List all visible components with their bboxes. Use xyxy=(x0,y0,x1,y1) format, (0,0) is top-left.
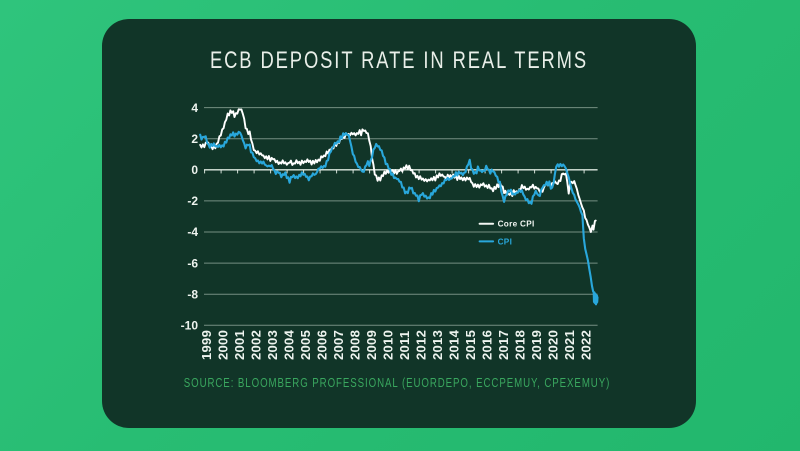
svg-text:2021: 2021 xyxy=(562,330,577,360)
svg-text:2009: 2009 xyxy=(364,330,379,360)
svg-text:Core CPI: Core CPI xyxy=(498,220,535,229)
svg-text:2: 2 xyxy=(191,132,198,146)
svg-text:2016: 2016 xyxy=(480,330,495,360)
svg-text:-2: -2 xyxy=(187,194,198,208)
svg-text:2011: 2011 xyxy=(397,331,412,360)
svg-text:2004: 2004 xyxy=(282,329,297,360)
svg-text:2020: 2020 xyxy=(546,330,561,360)
svg-text:4: 4 xyxy=(191,101,198,115)
svg-text:2022: 2022 xyxy=(579,330,594,360)
svg-text:2013: 2013 xyxy=(430,330,445,360)
svg-text:2012: 2012 xyxy=(414,330,429,360)
svg-text:2005: 2005 xyxy=(298,330,313,360)
svg-text:-10: -10 xyxy=(181,319,199,333)
svg-text:0: 0 xyxy=(191,163,198,177)
svg-text:2019: 2019 xyxy=(529,330,544,360)
svg-text:2002: 2002 xyxy=(249,330,264,360)
svg-text:2001: 2001 xyxy=(232,330,247,360)
svg-text:2007: 2007 xyxy=(331,330,346,360)
svg-text:-4: -4 xyxy=(187,225,198,239)
svg-text:2018: 2018 xyxy=(513,330,528,360)
svg-text:2006: 2006 xyxy=(315,330,330,360)
svg-text:2010: 2010 xyxy=(381,330,396,360)
svg-text:2017: 2017 xyxy=(496,330,511,360)
svg-text:-8: -8 xyxy=(187,287,198,301)
svg-text:2015: 2015 xyxy=(463,330,478,360)
svg-text:1999: 1999 xyxy=(199,330,214,360)
svg-text:2003: 2003 xyxy=(265,330,280,360)
svg-text:2008: 2008 xyxy=(348,330,363,360)
svg-text:CPI: CPI xyxy=(498,237,513,246)
svg-text:2014: 2014 xyxy=(447,329,462,360)
svg-text:2000: 2000 xyxy=(216,330,231,360)
svg-text:-6: -6 xyxy=(187,256,198,270)
